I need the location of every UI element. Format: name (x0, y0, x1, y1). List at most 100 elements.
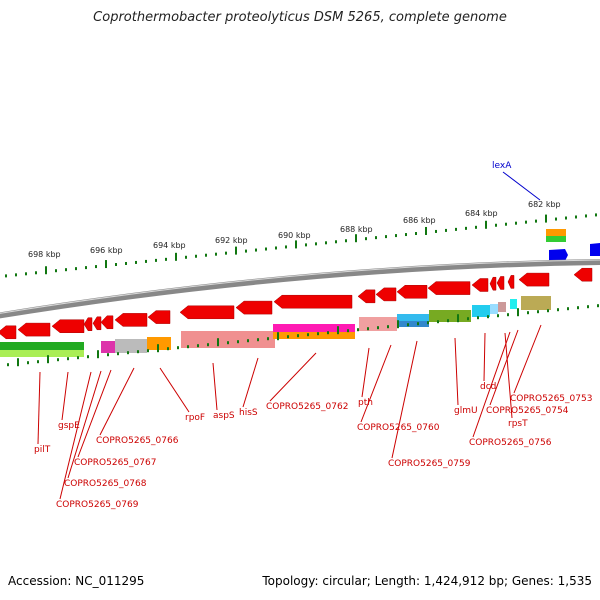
gene-lexA-tile-green[interactable] (546, 236, 566, 242)
scale-tick (45, 266, 47, 275)
track-green-dark[interactable] (0, 342, 84, 350)
gene-label[interactable]: rpoF (185, 413, 205, 423)
scale-tick (525, 220, 527, 224)
gene-arrow[interactable] (83, 317, 93, 331)
scale-tick (387, 325, 389, 329)
scale-tick (507, 313, 509, 317)
scale-tick (187, 345, 189, 349)
scale-tick (555, 217, 557, 221)
scale-tick (185, 255, 187, 259)
track-cyan-2[interactable] (472, 305, 490, 317)
gene-arrow[interactable] (489, 276, 497, 291)
gene-arrow[interactable] (17, 322, 51, 337)
scale-tick (565, 216, 567, 220)
gene-lexA-tile-orange[interactable] (546, 229, 566, 236)
gene-offscreen-arrow[interactable] (590, 243, 600, 256)
scale-tick (585, 214, 587, 218)
gene-leader-line (77, 369, 112, 458)
track-green-light[interactable] (0, 350, 84, 357)
scale-tick (145, 259, 147, 263)
gene-label[interactable]: pth (358, 398, 373, 408)
scale-tick (27, 361, 29, 365)
track-khaki[interactable] (521, 296, 551, 310)
gene-label[interactable]: COPRO5265_0766 (96, 436, 179, 446)
scale-tick (227, 341, 229, 345)
gene-leader-line (59, 371, 92, 500)
scale-tick (425, 226, 427, 235)
gene-arrow[interactable] (273, 294, 353, 309)
gene-arrow[interactable] (375, 287, 397, 302)
scale-tick (337, 326, 339, 335)
scale-tick (205, 253, 207, 257)
scale-label: 686 kbp (403, 216, 436, 225)
gene-arrow[interactable] (396, 285, 428, 299)
gene-label[interactable]: COPRO5265_0769 (56, 500, 139, 510)
gene-label[interactable]: rpsT (508, 419, 528, 429)
scale-tick (75, 267, 77, 271)
scale-tick (127, 351, 129, 355)
track-lightblue[interactable] (490, 304, 498, 314)
track-orange[interactable] (147, 337, 171, 350)
scale-tick (267, 337, 269, 341)
track-magenta[interactable] (101, 341, 115, 353)
gene-lexA-arrow[interactable] (549, 249, 568, 262)
gene-label[interactable]: dcd (480, 382, 496, 392)
gene-label[interactable]: COPRO5265_0762 (266, 402, 348, 412)
scale-tick (335, 240, 337, 244)
scale-tick (327, 331, 329, 335)
gene-label[interactable]: COPRO5265_0767 (74, 458, 156, 468)
gene-label[interactable]: hisS (239, 408, 258, 418)
track-blue[interactable] (397, 321, 429, 327)
gene-arrow[interactable] (357, 289, 376, 304)
scale-tick (385, 235, 387, 239)
gene-arrow[interactable] (496, 276, 505, 290)
gene-label[interactable]: aspS (213, 411, 235, 421)
scale-label: 682 kbp (528, 200, 561, 209)
scale-tick (65, 268, 67, 272)
gene-arrow[interactable] (100, 315, 114, 330)
gene-arrow[interactable] (518, 272, 550, 287)
track-grey-2[interactable] (498, 302, 506, 312)
gene-arrow[interactable] (147, 310, 171, 324)
scale-tick (325, 241, 327, 245)
gene-arrow[interactable] (235, 300, 273, 315)
gene-arrow[interactable] (114, 313, 148, 327)
gene-leader-line (61, 371, 69, 421)
gene-label[interactable]: gspE (58, 421, 80, 431)
track-olive[interactable] (429, 310, 471, 322)
track-magenta-2[interactable] (273, 324, 355, 332)
gene-arrow[interactable] (51, 319, 85, 333)
gene-label[interactable]: COPRO5265_0754 (486, 406, 569, 416)
scale-label: 694 kbp (153, 241, 186, 250)
gene-label[interactable]: COPRO5265_0759 (388, 459, 471, 469)
track-orange-2[interactable] (273, 332, 355, 339)
gene-label[interactable]: COPRO5265_0768 (64, 479, 147, 489)
scale-tick (5, 274, 7, 278)
gene-arrow[interactable] (427, 281, 471, 295)
scale-tick (107, 353, 109, 357)
track-cyan[interactable] (397, 314, 429, 321)
gene-label[interactable]: COPRO5265_0756 (469, 438, 552, 448)
scale-label: 696 kbp (90, 246, 123, 255)
gene-arrow[interactable] (471, 278, 489, 292)
scale-tick (47, 355, 49, 364)
gene-label[interactable]: glmU (454, 406, 478, 416)
gene-leader-line (269, 352, 317, 402)
gene-arrow[interactable] (507, 275, 515, 289)
gene-label[interactable]: COPRO5265_0753 (510, 394, 592, 404)
gene-label[interactable]: pilT (34, 445, 51, 455)
scale-tick (147, 349, 149, 353)
gene-arrow[interactable] (179, 305, 235, 320)
gene-label-lexA: lexA (492, 161, 512, 171)
gene-arrow[interactable] (573, 267, 593, 282)
gene-arrow[interactable] (92, 316, 102, 331)
scale-tick (25, 272, 27, 276)
track-cyan-3[interactable] (510, 299, 517, 309)
scale-tick (155, 258, 157, 262)
track-grey[interactable] (115, 339, 147, 353)
track-salmon[interactable] (181, 331, 275, 348)
gene-arrow[interactable] (0, 325, 17, 340)
scale-tick (265, 247, 267, 251)
scale-tick (217, 338, 219, 347)
